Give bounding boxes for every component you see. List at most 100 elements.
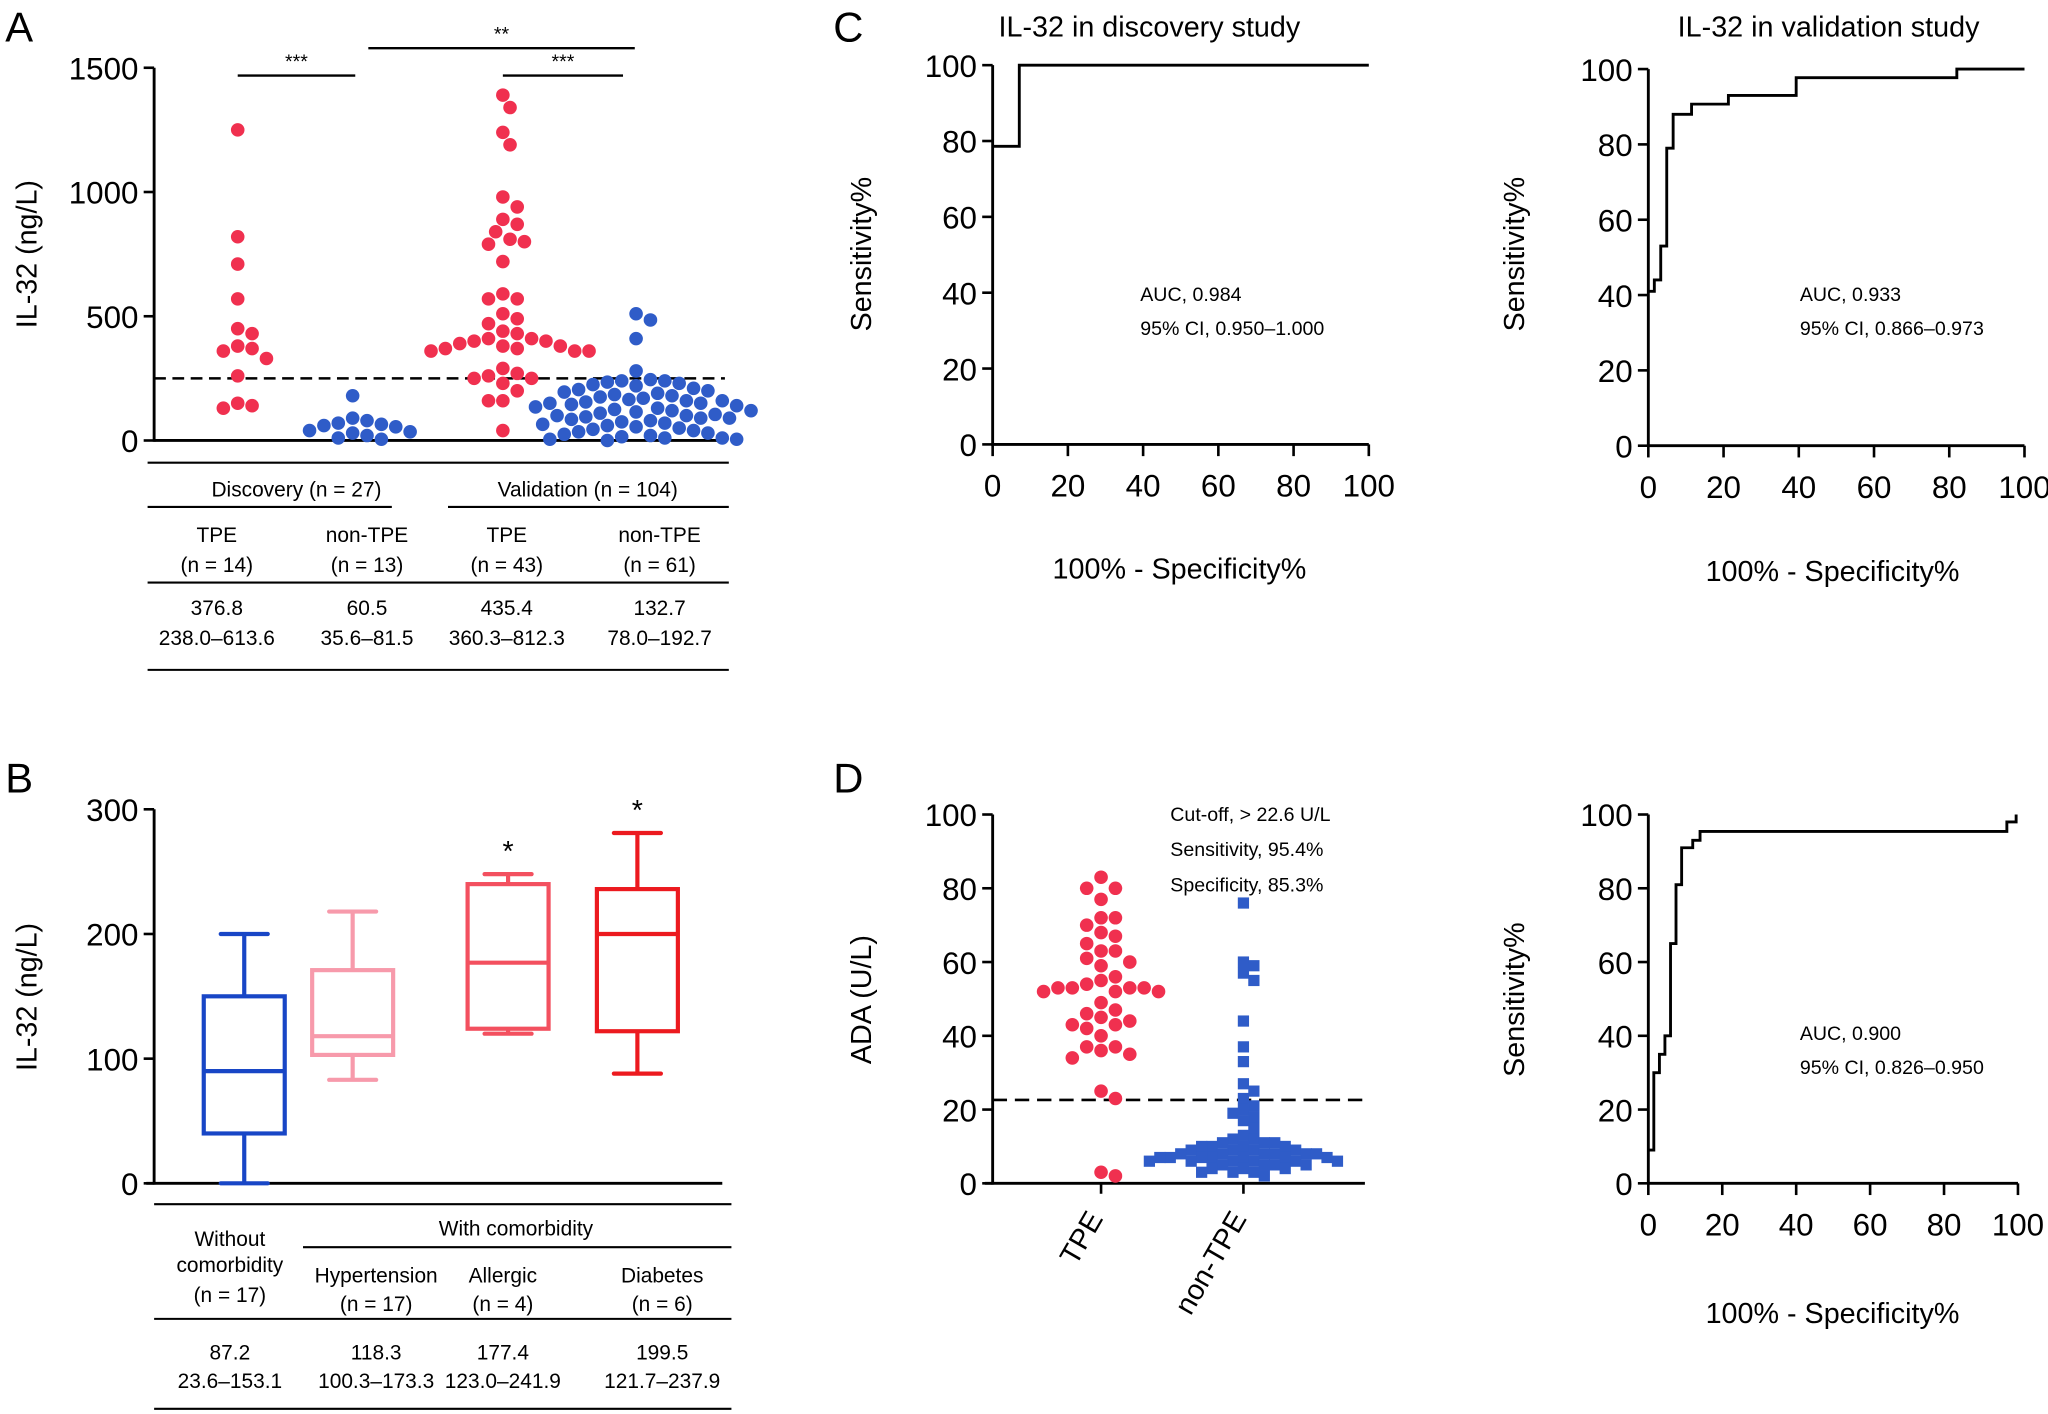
a-data-point bbox=[600, 375, 615, 389]
d1-data-point bbox=[1237, 1151, 1250, 1164]
a-data-point bbox=[629, 364, 643, 378]
a-data-point bbox=[629, 306, 643, 321]
a-data-point bbox=[539, 334, 553, 348]
a-data-point bbox=[643, 428, 658, 443]
table-b: With comorbidity Without comorbidity (n … bbox=[154, 1203, 732, 1410]
c1-y-tick-label: 80 bbox=[942, 125, 977, 160]
d1-data-point bbox=[1079, 977, 1094, 991]
d1-data-point bbox=[1331, 1155, 1344, 1167]
table-a-iqr: 35.6–81.5 bbox=[321, 627, 414, 650]
d1-data-point bbox=[1248, 974, 1260, 987]
d1-data-point bbox=[1108, 984, 1123, 999]
d1-data-point bbox=[1196, 1166, 1208, 1178]
d1-data-point bbox=[1108, 881, 1123, 896]
d2-y-tick-label: 40 bbox=[1598, 1020, 1633, 1055]
b-box bbox=[201, 994, 287, 1136]
a-data-point bbox=[302, 423, 317, 438]
a-data-point bbox=[614, 429, 629, 444]
a-data-point bbox=[564, 412, 579, 427]
d2-x-tick-label: 20 bbox=[1705, 1207, 1740, 1242]
a-data-point bbox=[535, 417, 550, 432]
d2-y-tick-label: 100 bbox=[1580, 798, 1632, 833]
a-data-point bbox=[481, 237, 496, 251]
a-data-point bbox=[245, 341, 259, 356]
d1-data-point bbox=[1143, 1155, 1156, 1167]
a-data-point bbox=[496, 287, 510, 301]
d1-data-point bbox=[1175, 1148, 1187, 1160]
table-b-without-3: (n = 17) bbox=[194, 1284, 267, 1307]
a-data-point bbox=[557, 427, 572, 442]
table-b-iqr: 100.3–173.3 bbox=[318, 1370, 434, 1393]
a-data-point bbox=[571, 425, 586, 439]
a-data-point bbox=[658, 431, 672, 445]
a-data-point bbox=[467, 371, 481, 386]
a-data-point bbox=[503, 100, 517, 115]
table-b-col-n: (n = 6) bbox=[632, 1293, 693, 1316]
d1-data-point bbox=[1079, 918, 1094, 932]
a-data-point bbox=[360, 413, 374, 428]
table-a-col-name: TPE bbox=[486, 524, 527, 547]
d1-data-point bbox=[1094, 1165, 1108, 1180]
d1-data-point bbox=[1258, 1159, 1270, 1171]
d1-cutoff-note: Cut-off, > 22.6 U/L bbox=[1170, 804, 1330, 826]
c2-x-tick-label: 0 bbox=[1640, 470, 1657, 505]
a-data-point bbox=[679, 393, 694, 408]
table-a-col-name: non-TPE bbox=[326, 524, 408, 547]
c2-y-tick-label: 0 bbox=[1615, 429, 1632, 464]
d2-x-tick-label: 80 bbox=[1927, 1207, 1962, 1242]
table-b-col-name: Hypertension bbox=[315, 1264, 438, 1287]
table-a-group-discovery: Discovery (n = 27) bbox=[211, 479, 381, 502]
d1-data-point bbox=[1094, 1010, 1108, 1025]
d2-y-tick-label: 60 bbox=[1598, 946, 1633, 981]
b-box bbox=[465, 882, 551, 1031]
c2-x-tick-label: 80 bbox=[1932, 470, 1967, 505]
a-data-point bbox=[388, 420, 403, 434]
a-data-point bbox=[557, 385, 572, 399]
c2-y-tick-label: 100 bbox=[1580, 53, 1632, 88]
d2-x-tick-label: 60 bbox=[1853, 1207, 1888, 1242]
a-data-point bbox=[665, 403, 679, 418]
a-data-point bbox=[345, 426, 360, 440]
d1-data-point bbox=[1108, 911, 1123, 925]
a-data-point bbox=[438, 341, 453, 356]
panel-label-b: B bbox=[5, 754, 33, 801]
table-b-iqr: 123.0–241.9 bbox=[445, 1370, 561, 1393]
table-a-median: 60.5 bbox=[347, 597, 388, 620]
a-data-point bbox=[331, 431, 346, 445]
a-data-point bbox=[693, 396, 708, 410]
d1-data-point bbox=[1094, 944, 1108, 958]
a-data-point bbox=[488, 224, 503, 239]
d1-data-point bbox=[1237, 1115, 1250, 1127]
d1-data-point bbox=[1079, 1006, 1094, 1021]
a-data-point bbox=[543, 432, 557, 447]
d1-data-point bbox=[1108, 929, 1123, 944]
d2-roc-curve bbox=[1648, 814, 2018, 1152]
table-a-median: 376.8 bbox=[191, 597, 243, 620]
table-b-col-name: Diabetes bbox=[621, 1264, 703, 1287]
a-data-point bbox=[636, 391, 651, 406]
c1-x-tick-label: 100 bbox=[1343, 469, 1395, 504]
table-a: Discovery (n = 27) Validation (n = 104) … bbox=[147, 461, 729, 671]
a-data-point bbox=[510, 311, 525, 326]
d1-data-point bbox=[1227, 1144, 1239, 1156]
a-data-point bbox=[586, 377, 600, 392]
d1-data-point bbox=[1108, 1169, 1123, 1183]
d1-data-point bbox=[1216, 1137, 1229, 1149]
a-data-point bbox=[496, 190, 510, 204]
d1-data-point bbox=[1094, 892, 1108, 907]
b-box bbox=[594, 887, 680, 1034]
d1-data-point bbox=[1237, 1162, 1250, 1175]
a-data-point bbox=[564, 397, 579, 412]
d1-data-point bbox=[1290, 1155, 1302, 1167]
d1-data-point bbox=[1237, 1078, 1250, 1090]
d1-data-point bbox=[1185, 1155, 1197, 1167]
d1-data-point bbox=[1227, 1155, 1239, 1167]
d1-data-point bbox=[1248, 1111, 1260, 1123]
d1-data-point bbox=[1269, 1159, 1281, 1171]
a-y-tick-label: 1000 bbox=[69, 176, 139, 211]
d1-data-point bbox=[1065, 1017, 1080, 1032]
a-data-point bbox=[230, 369, 245, 383]
a-data-point bbox=[216, 401, 231, 415]
a-data-point bbox=[496, 125, 510, 140]
